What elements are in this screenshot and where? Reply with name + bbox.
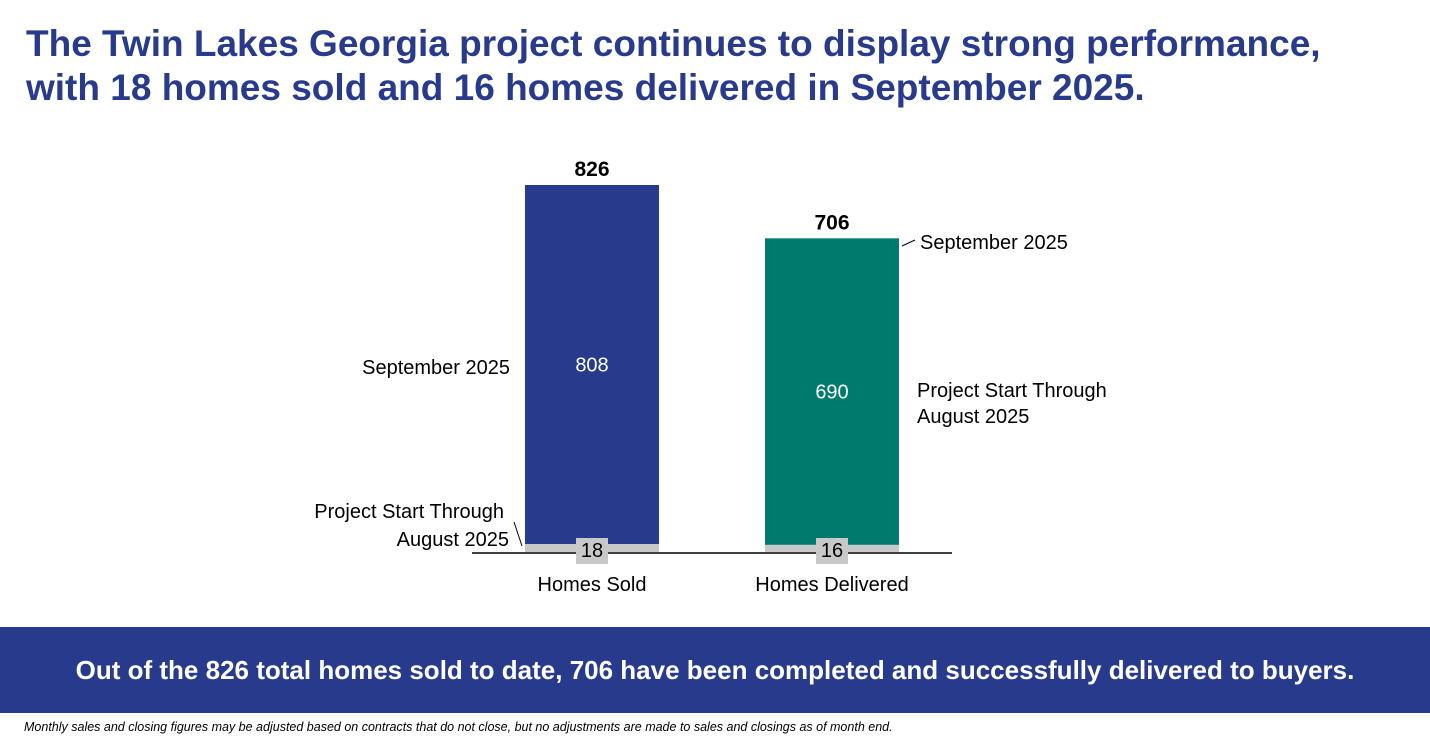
- monthly-value-label-homes-delivered: 16: [821, 540, 843, 562]
- footnote: Monthly sales and closing figures may be…: [24, 720, 893, 734]
- monthly-label-box-homes-sold: [576, 538, 608, 564]
- page-title: The Twin Lakes Georgia project continues…: [26, 22, 1406, 110]
- total-value-label-homes-sold: 826: [574, 158, 609, 181]
- stacked-bar-chart: 18 808 826 Homes Sold 16 690 706 Homes Delivere…: [314, 158, 1107, 596]
- annotation-left-leader: [513, 521, 523, 547]
- annotation-left-lower-line1: Project Start Through: [314, 501, 504, 523]
- summary-banner: Out of the 826 total homes sold to date,…: [0, 627, 1430, 713]
- summary-text: Out of the 826 total homes sold to date,…: [75, 654, 1355, 685]
- total-value-label-homes-delivered: 706: [814, 211, 849, 234]
- monthly-label-box-homes-delivered: [816, 538, 848, 564]
- annotation-right-upper: September 2025: [920, 232, 1068, 254]
- category-label-homes-delivered: Homes Delivered: [755, 574, 908, 596]
- annotation-left-lower-line2: August 2025: [397, 529, 509, 551]
- title-line-2: with 18 homes sold and 16 homes delivere…: [26, 67, 1145, 108]
- annotation-right-leader: [901, 239, 916, 247]
- monthly-value-label-homes-sold: 18: [581, 540, 603, 562]
- cumulative-value-label-homes-sold: 808: [575, 355, 608, 377]
- annotation-right-lower-line2: August 2025: [917, 406, 1029, 428]
- annotation-left-upper: September 2025: [362, 357, 510, 379]
- annotation-right-lower-line1: Project Start Through: [917, 380, 1107, 402]
- bar-cumulative-homes-delivered: [765, 238, 899, 545]
- title-line-1: The Twin Lakes Georgia project continues…: [26, 23, 1321, 64]
- category-label-homes-sold: Homes Sold: [538, 574, 647, 596]
- cumulative-value-label-homes-delivered: 690: [815, 382, 848, 404]
- bar-cumulative-homes-sold: [525, 185, 659, 545]
